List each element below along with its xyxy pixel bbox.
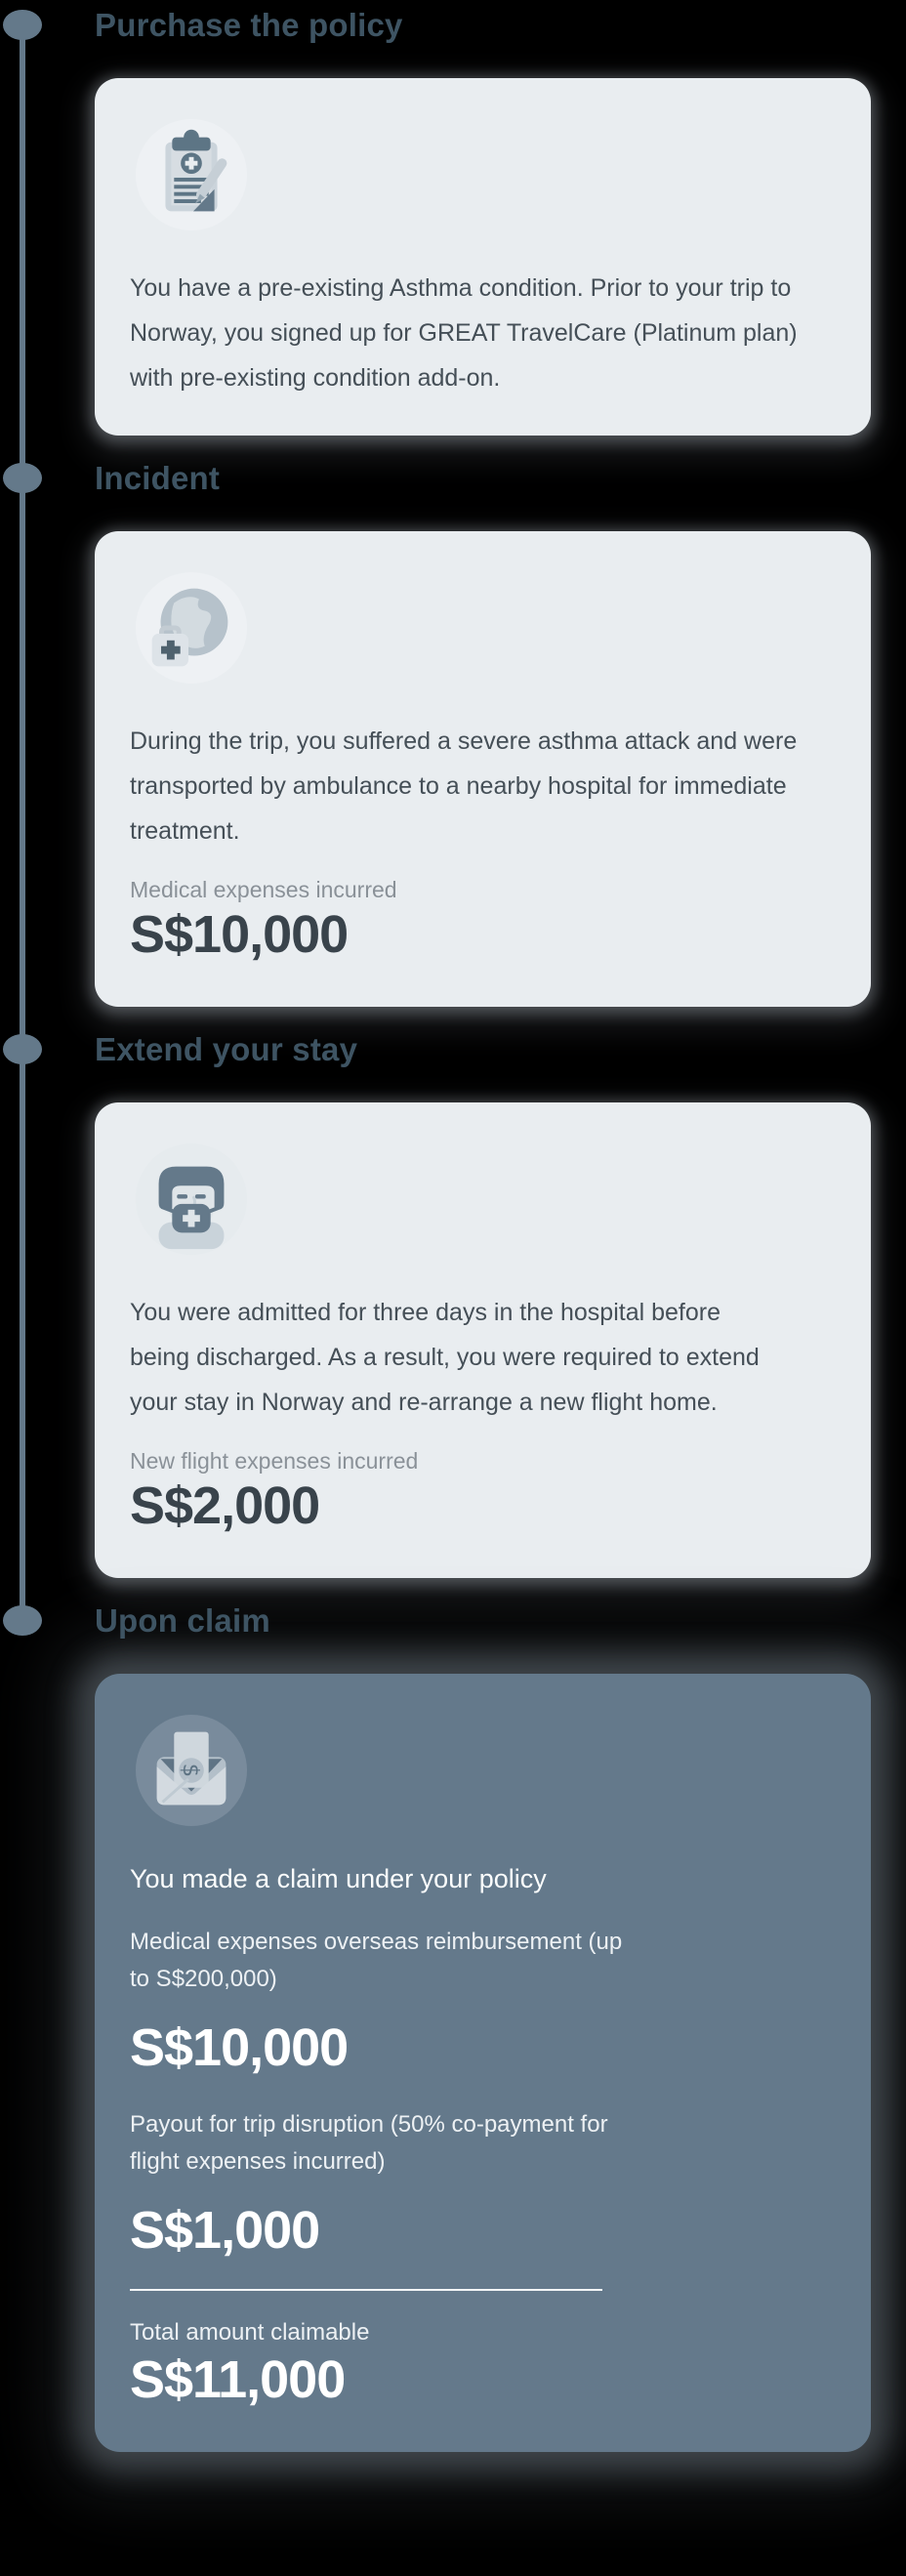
section-incident: Incident During the trip, you suffered a… [3,459,871,1007]
section-heading: Purchase the policy [95,7,403,43]
timeline-dot [3,10,42,40]
expense-label: New flight expenses incurred [130,1448,419,1474]
doctor-face-mask-icon [134,1142,249,1257]
section-heading: Extend your stay [95,1031,358,1067]
timeline-dot [3,463,42,493]
section-extend-stay: Extend your stay You were admitted f [3,1030,871,1578]
claim-intro: You made a claim under your policy [130,1864,547,1893]
claim-summary-card: $ You made a claim under your policy Med… [95,1674,871,2452]
section-upon-claim: Upon claim $ You made a claim under your… [3,1601,871,2452]
claim-line-item: Payout for trip disruption (50% co-payme… [130,2106,836,2260]
incident-card: During the trip, you suffered a severe a… [95,531,871,1007]
clipboard-medical-policy-icon [134,117,249,232]
section-heading: Incident [95,460,221,496]
expense-label: Medical expenses incurred [130,877,397,902]
claim-item-amount: S$1,000 [130,2201,320,2260]
svg-text:$: $ [178,1764,203,1777]
policy-card: You have a pre-existing Asthma condition… [95,78,871,436]
money-envelope-icon: $ [134,1713,249,1828]
expense-amount: S$2,000 [130,1476,320,1535]
extend-stay-card: You were admitted for three days in the … [95,1102,871,1578]
section-purchase-policy: Purchase the policy [3,6,871,436]
timeline-dot [3,1605,42,1636]
section-heading: Upon claim [95,1602,270,1639]
claim-item-amount: S$10,000 [130,2018,349,2077]
timeline-line [20,24,25,1621]
card-paragraph: During the trip, you suffered a severe a… [130,727,798,845]
expense-amount: S$10,000 [130,905,349,964]
claim-line-item: Medical expenses overseas reimbursement … [130,1924,836,2077]
total-divider [130,2289,602,2291]
claim-item-label: Medical expenses overseas reimbursement … [130,1929,623,1992]
total-amount: S$11,000 [130,2350,346,2409]
globe-first-aid-icon [134,570,249,686]
card-paragraph: You have a pre-existing Asthma condition… [130,274,798,392]
claim-item-label: Payout for trip disruption (50% co-payme… [130,2111,608,2175]
card-paragraph: You were admitted for three days in the … [130,1299,760,1416]
total-label: Total amount claimable [130,2319,370,2346]
timeline-dot [3,1034,42,1064]
